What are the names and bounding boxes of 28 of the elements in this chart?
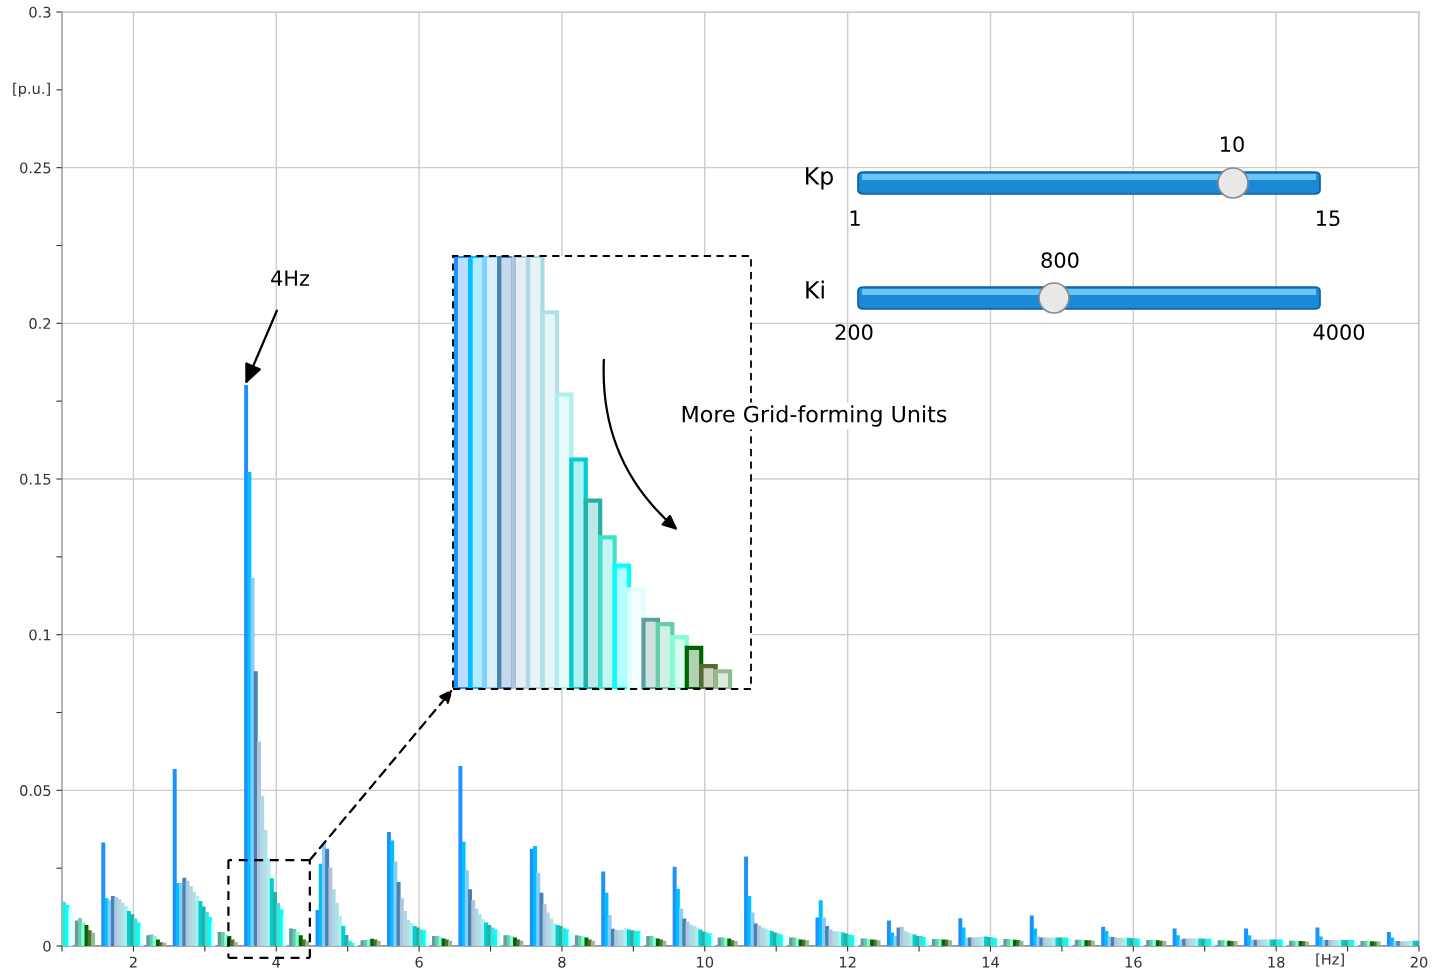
y-tick-label: 0 [43,940,51,952]
annotation: 4000 [1313,324,1365,341]
y-tick-label: 0.1 [29,629,51,641]
annotation: Ki [806,280,824,299]
x-tick-label: 16 [1125,956,1142,968]
y-tick-label: 0.2 [29,318,51,330]
annotation: 1 [850,210,860,226]
y-tick-label: 0.3 [29,6,51,18]
x-tick-label: 20 [1410,956,1428,968]
annotation: 200 [835,324,873,341]
x-tick-label: 6 [415,956,423,968]
annotation: 800 [1041,252,1079,269]
x-tick-label: 8 [558,956,566,968]
x-tick-label: 18 [1268,956,1285,968]
annotation: 10 [1221,136,1244,153]
y-tick-label: 0.15 [20,473,51,485]
y-tick-label: 0.25 [20,162,51,174]
annotation: More Grid-forming Units [682,405,947,427]
x-axis-title: [Hz] [1316,953,1344,967]
annotation: 4Hz [271,270,310,286]
annotation: Kp [806,167,833,190]
annotation: 15 [1317,210,1340,227]
x-tick-label: 12 [839,956,856,968]
y-tick-label: 0.05 [20,785,51,797]
x-tick-label: 2 [129,956,137,968]
x-tick-label: 14 [982,956,999,968]
y-axis-title: [p.u.] [13,82,50,97]
x-tick-label: 10 [697,956,714,968]
